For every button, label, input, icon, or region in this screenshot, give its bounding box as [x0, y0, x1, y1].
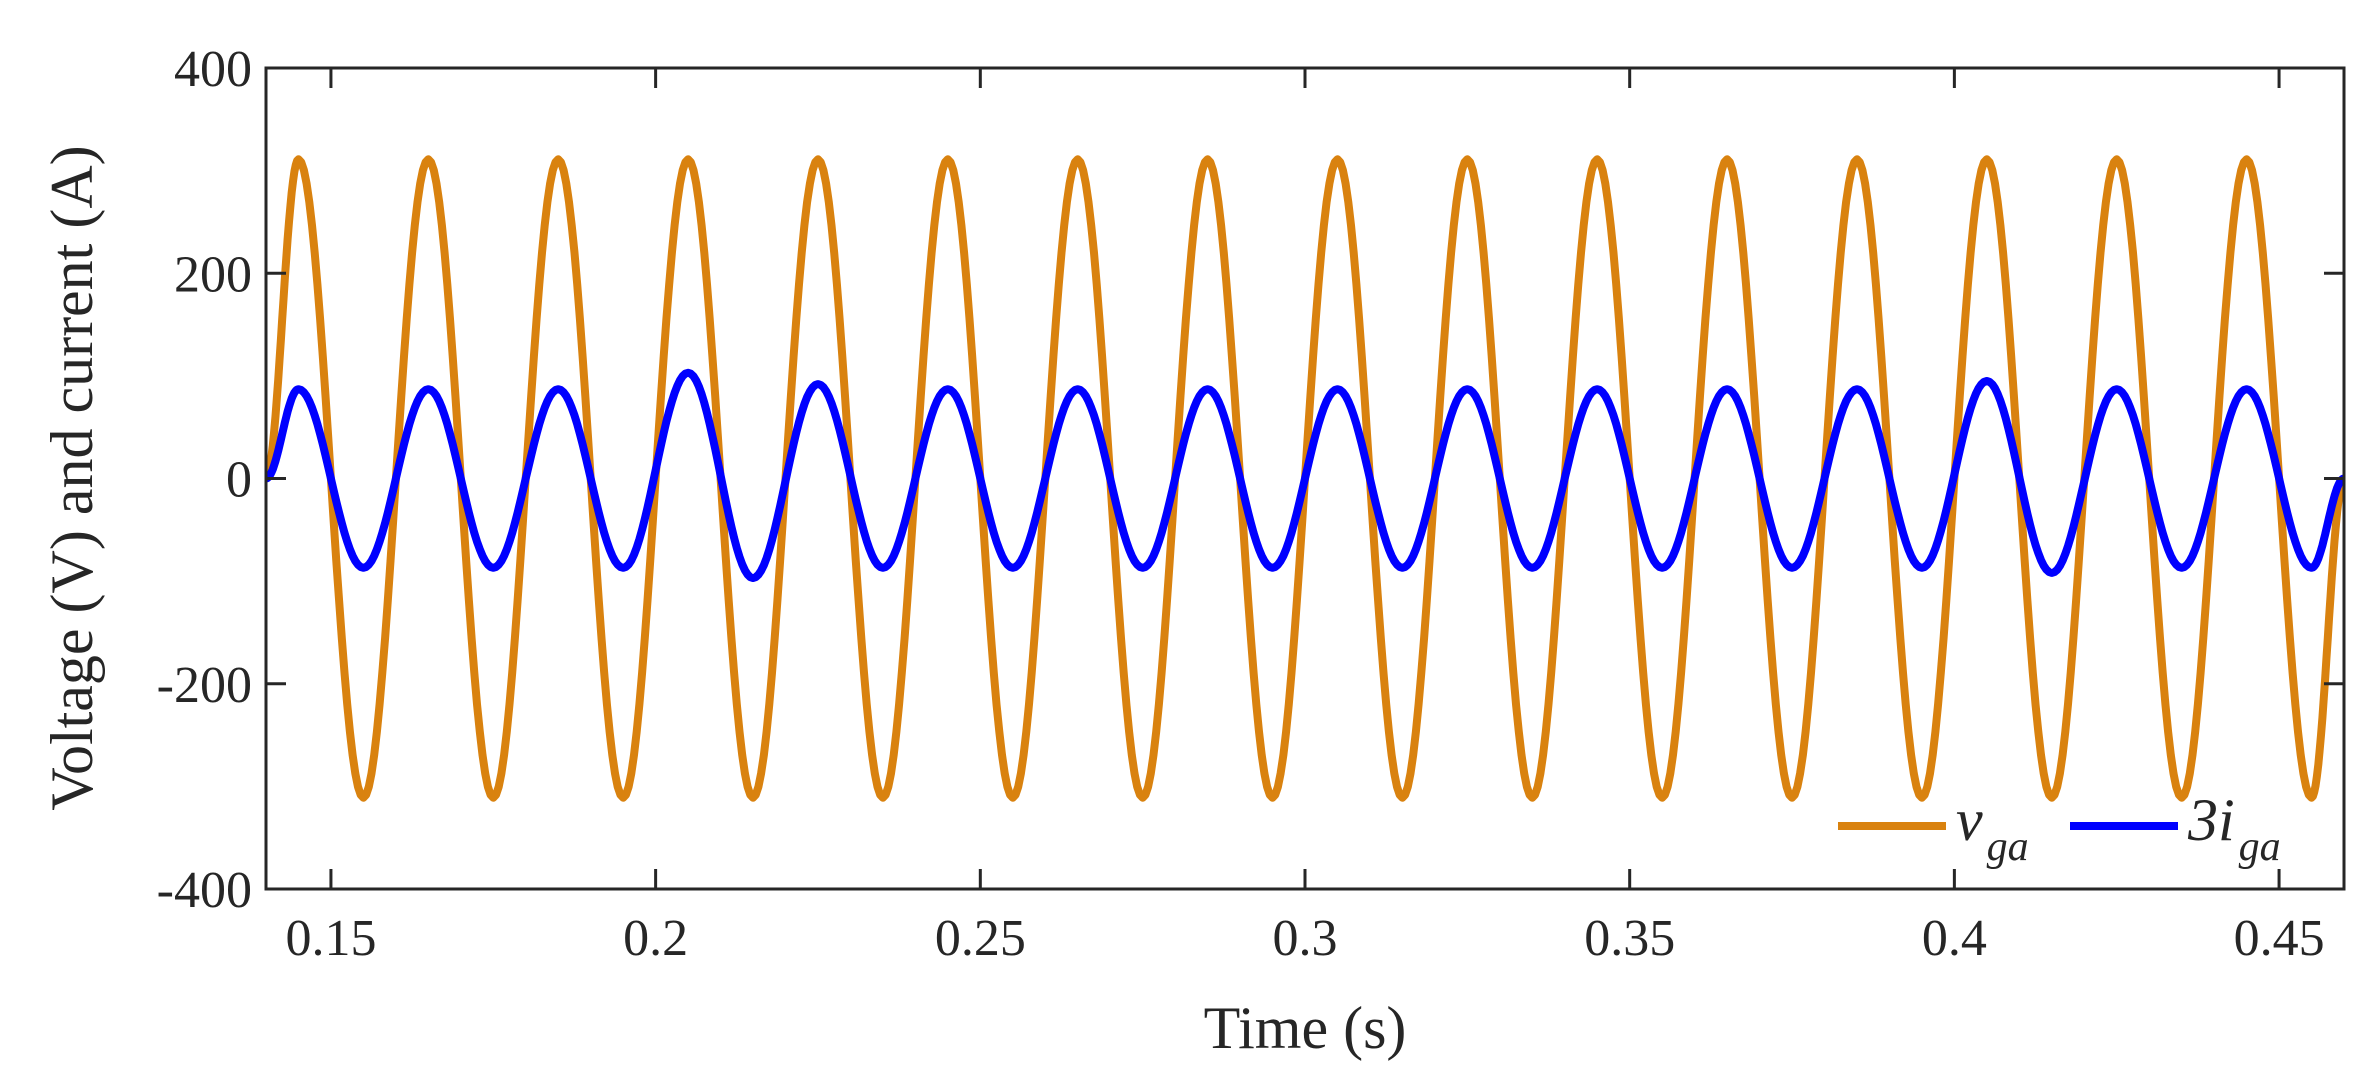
x-tick-label: 0.15: [285, 910, 376, 967]
x-axis: 0.15 0.2 0.25 0.3 0.35 0.4 0.45: [285, 68, 2325, 967]
y-axis: -400 -200 0 200 400: [157, 41, 2344, 919]
x-tick-label: 0.25: [935, 910, 1026, 967]
y-axis-title: Voltage (V) and current (A): [39, 145, 105, 810]
y-tick-label: 0: [226, 452, 252, 509]
series-line-1: [266, 368, 2344, 582]
y-tick-label: 200: [174, 246, 252, 303]
legend-label-3iga: 3iga: [2187, 787, 2281, 870]
series-layer: [266, 155, 2344, 802]
y-tick-label: 400: [174, 41, 252, 98]
x-tick-label: 0.35: [1584, 910, 1675, 967]
x-tick-label: 0.3: [1273, 910, 1338, 967]
x-tick-label: 0.4: [1922, 910, 1987, 967]
y-tick-label: -200: [157, 657, 252, 714]
x-tick-label: 0.45: [2234, 910, 2325, 967]
legend-label-vga: vga: [1956, 787, 2029, 870]
x-tick-label: 0.2: [623, 910, 688, 967]
legend: vga 3iga: [1838, 787, 2281, 870]
y-tick-label: -400: [157, 862, 252, 919]
x-axis-title: Time (s): [1204, 995, 1407, 1061]
